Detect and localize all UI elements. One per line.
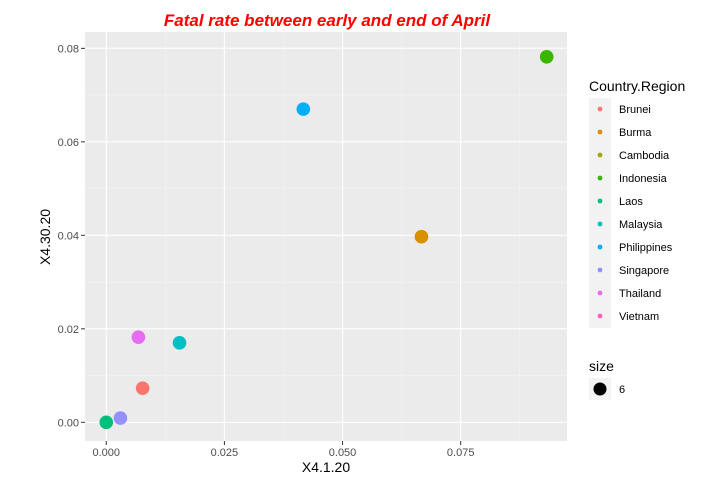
legend-key-cambodia xyxy=(597,152,603,158)
size-legend-title: size xyxy=(589,358,614,374)
legend-key-vietnam xyxy=(597,313,603,319)
legend-key-malaysia xyxy=(597,221,603,227)
y-axis-label: X4.30.20 xyxy=(37,209,53,265)
x-tick-label: 0.075 xyxy=(447,447,475,459)
legend-label-thailand: Thailand xyxy=(619,288,661,300)
size-legend-key xyxy=(593,382,607,396)
legend-key-singapore xyxy=(597,267,603,273)
legend-label-laos: Laos xyxy=(619,196,643,208)
legend-title: Country.Region xyxy=(589,78,685,94)
legend-key-indonesia xyxy=(597,175,603,181)
plot-panel xyxy=(85,32,567,441)
data-point-burma xyxy=(414,229,429,244)
legend-items: Brunei Burma Cambodia Indonesia Laos Malaysia… xyxy=(597,104,673,323)
grid-minor xyxy=(85,32,567,441)
chart-title: Fatal rate between early and end of Apri… xyxy=(164,11,492,30)
legend-label-malaysia: Malaysia xyxy=(619,219,663,231)
x-axis-ticks: 0.000 0.025 0.050 0.075 xyxy=(92,441,474,459)
grid-major xyxy=(85,32,567,441)
x-tick-label: 0.025 xyxy=(211,447,239,459)
legend-label-philippines: Philippines xyxy=(619,242,673,254)
y-tick-label: 0.00 xyxy=(58,417,79,429)
x-tick-label: 0.000 xyxy=(92,447,120,459)
data-points xyxy=(99,49,554,430)
legend-key-laos xyxy=(597,198,603,204)
data-point-singapore xyxy=(113,411,128,425)
legend-key-thailand xyxy=(597,290,603,296)
data-point-thailand xyxy=(131,330,146,345)
legend-label-indonesia: Indonesia xyxy=(619,173,668,185)
data-point-indonesia xyxy=(539,49,554,64)
data-point-philippines xyxy=(296,102,311,116)
legend-label-vietnam: Vietnam xyxy=(619,311,659,323)
y-tick-label: 0.02 xyxy=(58,324,79,336)
legend: Country.Region Brunei Burma Cambodia Indone… xyxy=(589,78,685,400)
data-point-brunei xyxy=(135,381,150,395)
x-tick-label: 0.050 xyxy=(329,447,357,459)
data-point-malaysia xyxy=(172,336,187,350)
legend-key-burma xyxy=(597,129,603,135)
data-point-laos xyxy=(99,415,114,430)
legend-label-brunei: Brunei xyxy=(619,104,651,116)
legend-label-singapore: Singapore xyxy=(619,265,669,277)
legend-label-burma: Burma xyxy=(619,127,652,139)
legend-label-cambodia: Cambodia xyxy=(619,150,670,162)
size-legend-label: 6 xyxy=(619,384,625,396)
y-tick-label: 0.04 xyxy=(58,230,79,242)
legend-key-philippines xyxy=(597,244,603,250)
y-tick-label: 0.06 xyxy=(58,137,79,149)
x-axis-label: X4.1.20 xyxy=(302,459,350,475)
legend-key-brunei xyxy=(597,106,603,112)
legend-key-background xyxy=(589,98,611,328)
y-tick-label: 0.08 xyxy=(58,43,79,55)
y-axis-ticks: 0.00 0.02 0.04 0.06 0.08 xyxy=(58,43,85,429)
